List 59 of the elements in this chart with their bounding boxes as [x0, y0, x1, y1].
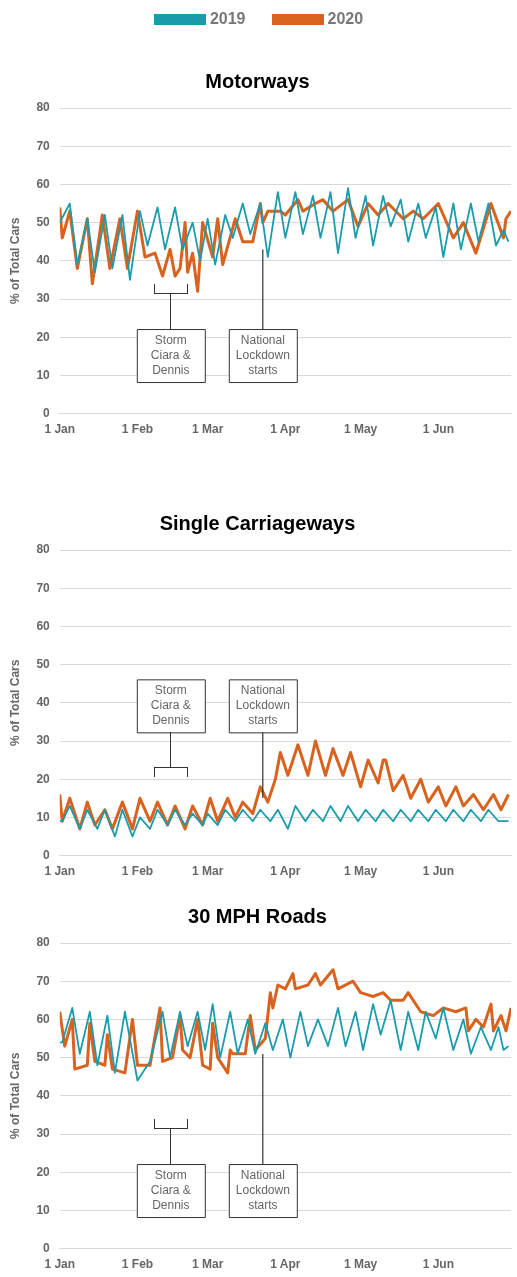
- y-tick-label: 40: [36, 1088, 51, 1103]
- x-tick-label: 1 Jan: [44, 422, 76, 437]
- y-tick-label: 50: [36, 656, 51, 671]
- y-tick-label: 20: [36, 329, 51, 344]
- y-tick-label: 80: [36, 935, 51, 950]
- annotation: Storm Ciara & Dennis: [150, 683, 191, 728]
- y-tick-label: 10: [36, 1202, 51, 1217]
- x-tick-label: 1 Feb: [121, 422, 154, 437]
- y-axis-title: % of Total Cars: [7, 1052, 22, 1140]
- chart-title: Single Carriageways: [159, 511, 356, 534]
- y-tick-label: 50: [36, 214, 51, 229]
- y-tick-label: 70: [36, 580, 51, 595]
- x-tick-label: 1 May: [343, 422, 378, 437]
- x-tick-label: 1 Jan: [44, 1257, 76, 1272]
- annotation: National Lockdown starts: [235, 332, 290, 377]
- x-tick-label: 1 Jun: [422, 1257, 454, 1272]
- y-tick-label: 20: [36, 771, 51, 786]
- y-axis-title: % of Total Cars: [7, 217, 22, 305]
- annotation: National Lockdown starts: [235, 1167, 290, 1212]
- y-tick-label: 80: [36, 100, 51, 115]
- y-tick-label: 60: [36, 618, 51, 633]
- x-tick-label: 1 Jun: [422, 864, 454, 879]
- annotation: National Lockdown starts: [235, 683, 290, 728]
- x-tick-label: 1 Feb: [121, 1257, 154, 1272]
- x-tick-label: 1 May: [343, 1257, 378, 1272]
- y-tick-label: 30: [36, 733, 51, 748]
- y-tick-label: 30: [36, 1126, 51, 1141]
- chart-title: Motorways: [205, 69, 310, 92]
- y-tick-label: 0: [43, 1240, 51, 1255]
- y-tick-label: 10: [36, 809, 51, 824]
- y-tick-label: 50: [36, 1049, 51, 1064]
- legend-label: 2020: [327, 10, 364, 28]
- legend-label: 2019: [209, 10, 246, 28]
- y-tick-label: 60: [36, 176, 51, 191]
- y-tick-label: 70: [36, 973, 51, 988]
- y-tick-label: 0: [43, 847, 51, 862]
- x-tick-label: 1 Jan: [44, 864, 76, 879]
- x-tick-label: 1 Apr: [270, 1257, 301, 1272]
- annotation: Storm Ciara & Dennis: [150, 332, 191, 377]
- y-axis-title: % of Total Cars: [7, 659, 22, 747]
- x-tick-label: 1 Mar: [191, 422, 224, 437]
- y-tick-label: 60: [36, 1011, 51, 1026]
- x-tick-label: 1 Apr: [270, 864, 301, 879]
- x-tick-label: 1 Apr: [270, 422, 301, 437]
- chart-title: 30 MPH Roads: [188, 904, 327, 927]
- y-tick-label: 80: [36, 542, 51, 557]
- y-tick-label: 30: [36, 291, 51, 306]
- y-tick-label: 40: [36, 253, 51, 268]
- y-tick-label: 10: [36, 367, 51, 382]
- x-tick-label: 1 Mar: [191, 864, 224, 879]
- x-tick-label: 1 Feb: [121, 864, 154, 879]
- y-tick-label: 70: [36, 138, 51, 153]
- annotation: Storm Ciara & Dennis: [150, 1167, 191, 1212]
- x-tick-label: 1 Mar: [191, 1257, 224, 1272]
- y-tick-label: 20: [36, 1164, 51, 1179]
- x-tick-label: 1 Jun: [422, 422, 454, 437]
- y-tick-label: 40: [36, 695, 51, 710]
- x-tick-label: 1 May: [343, 864, 378, 879]
- y-tick-label: 0: [43, 405, 51, 420]
